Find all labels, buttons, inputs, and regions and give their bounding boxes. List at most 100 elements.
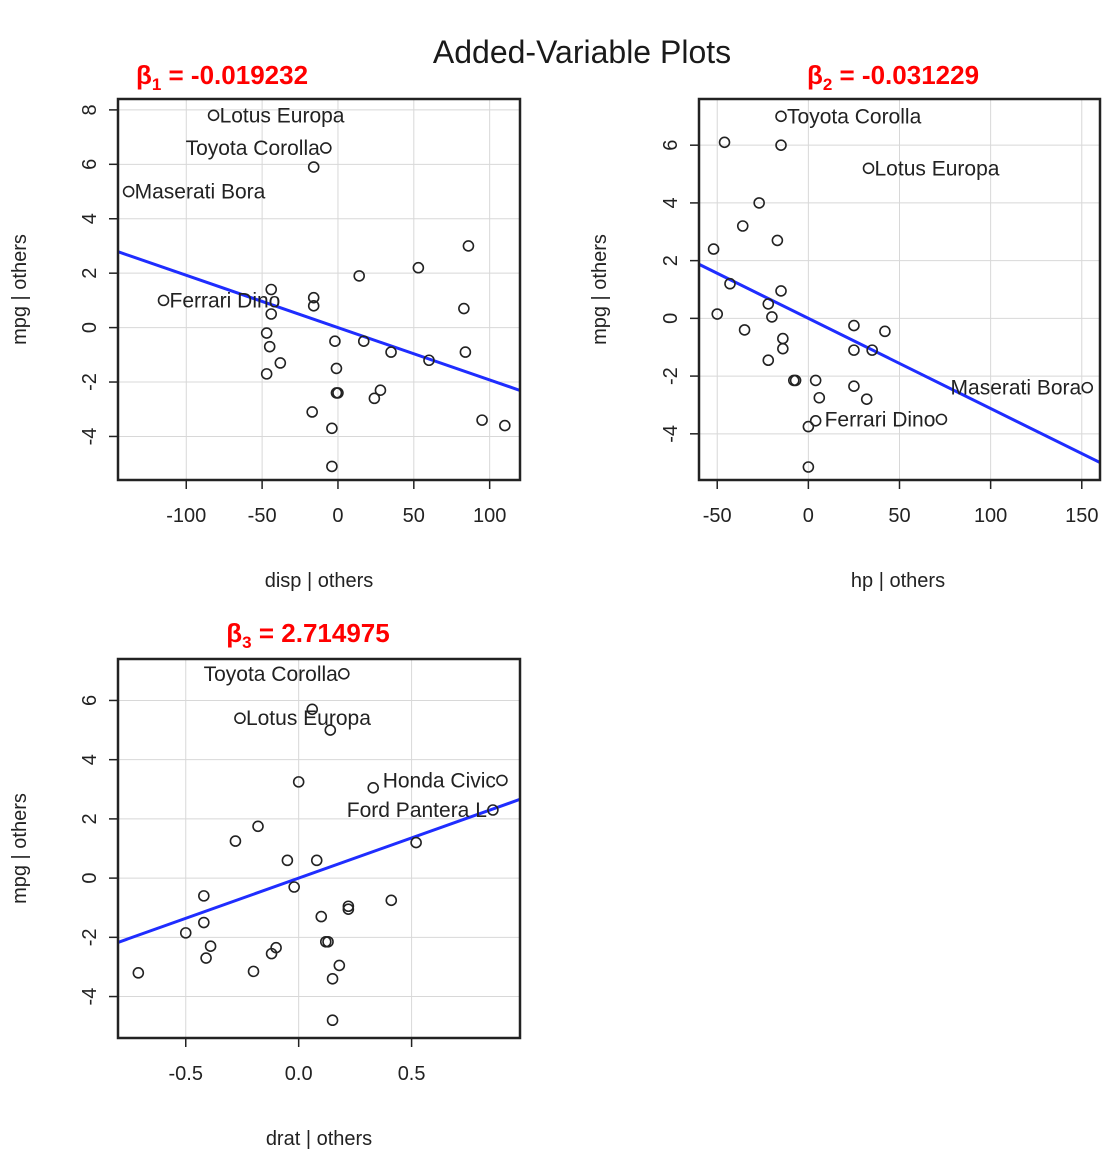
x-axis-title: hp | others <box>851 570 945 592</box>
data-point <box>848 344 860 356</box>
data-point <box>459 346 472 358</box>
y-tick-label: 8 <box>79 104 101 115</box>
data-point <box>322 935 334 948</box>
y-tick-label: -4 <box>660 425 682 443</box>
data-point <box>718 136 731 149</box>
data-point <box>179 927 192 939</box>
y-tick-label: 6 <box>79 159 101 170</box>
data-point <box>307 161 320 173</box>
y-tick-label: -2 <box>79 373 101 391</box>
data-point <box>866 344 878 356</box>
data-point <box>809 415 822 427</box>
data-point <box>315 910 328 923</box>
point-label: Toyota Corolla <box>787 105 922 128</box>
data-point <box>809 374 822 387</box>
data-point <box>306 406 318 418</box>
point-label: Lotus Europa <box>220 104 345 127</box>
data-point <box>353 270 366 282</box>
data-point <box>775 110 787 123</box>
data-point <box>281 854 294 867</box>
data-point <box>766 311 778 323</box>
beta-subscript: 2 <box>823 75 832 94</box>
data-point <box>234 712 246 725</box>
beta-symbol: β <box>807 60 823 90</box>
data-point <box>724 277 736 290</box>
x-tick-label: 100 <box>974 505 1007 527</box>
data-point <box>229 835 242 847</box>
data-point <box>813 391 826 404</box>
data-point <box>132 967 145 979</box>
data-point <box>789 374 802 387</box>
y-tick-label: 2 <box>79 268 101 279</box>
y-axis-title: mpg | others <box>589 234 611 345</box>
data-point <box>711 308 724 320</box>
data-point <box>496 774 508 787</box>
data-point <box>762 354 775 367</box>
x-tick-label: -50 <box>703 505 732 527</box>
panel-drat: β3 = 2.714975 Toyota Corolla Lotus Europa H… <box>9 618 522 1150</box>
y-tick-label: 2 <box>79 813 101 824</box>
x-tick-label: -50 <box>248 505 277 527</box>
data-point <box>333 959 346 972</box>
x-axis-title: drat | others <box>266 1128 372 1150</box>
y-axis-title: mpg | others <box>9 793 31 904</box>
data-point <box>307 300 320 312</box>
data-point <box>777 332 789 345</box>
data-point <box>198 890 210 902</box>
beta-symbol: β <box>226 618 242 648</box>
data-point <box>338 668 350 680</box>
data-point <box>288 881 300 893</box>
x-tick-label: 100 <box>473 505 506 527</box>
y-tick-label: 6 <box>79 695 101 706</box>
data-point <box>252 820 264 833</box>
coefficient-annotation-hp: β2 = -0.031229 <box>807 60 979 94</box>
y-tick-label: 6 <box>660 140 682 151</box>
data-point <box>265 308 278 320</box>
data-point <box>935 413 948 426</box>
data-point <box>753 197 765 209</box>
y-tick-label: 4 <box>79 213 101 224</box>
point-label: Ferrari Dino <box>170 289 281 312</box>
beta-symbol: β <box>136 60 152 90</box>
data-point <box>879 325 891 338</box>
data-point <box>274 357 287 369</box>
data-point <box>265 947 278 960</box>
beta-subscript: 3 <box>242 633 251 652</box>
data-point <box>775 139 787 151</box>
data-point <box>802 461 815 473</box>
data-point <box>263 340 276 353</box>
beta-value: = 2.714975 <box>252 618 390 648</box>
x-axis-title: disp | others <box>265 570 374 592</box>
data-point <box>736 220 749 232</box>
x-tick-label: 0 <box>332 505 343 527</box>
point-label: Lotus Europa <box>246 707 371 730</box>
x-tick-label: 50 <box>403 505 425 527</box>
data-point <box>367 782 380 794</box>
y-tick-label: -2 <box>660 367 682 385</box>
beta-value: = -0.031229 <box>832 60 979 90</box>
y-tick-label: 0 <box>79 873 101 884</box>
data-point <box>342 903 355 915</box>
data-point <box>292 776 305 788</box>
data-point <box>385 346 397 358</box>
data-point <box>324 724 337 736</box>
data-point <box>762 298 775 310</box>
y-axis-title: mpg | others <box>9 234 31 345</box>
data-point <box>775 285 787 297</box>
regression-line <box>118 250 520 392</box>
data-point <box>476 414 488 426</box>
data-point <box>458 302 470 315</box>
data-point <box>777 342 789 355</box>
plot-frame <box>116 657 522 1040</box>
y-tick-label: -2 <box>79 928 101 946</box>
data-point <box>157 294 170 307</box>
y-tick-label: 0 <box>660 313 682 324</box>
data-point <box>771 234 784 247</box>
figure-title: Added-Variable Plots <box>433 34 731 70</box>
panel-disp: β1 = -0.019232 Lotus Europa Toyota Corolla… <box>9 60 522 592</box>
data-point <box>330 362 343 375</box>
point-label: Maserati Bora <box>951 377 1082 400</box>
data-point <box>487 804 499 816</box>
data-point <box>329 335 341 348</box>
